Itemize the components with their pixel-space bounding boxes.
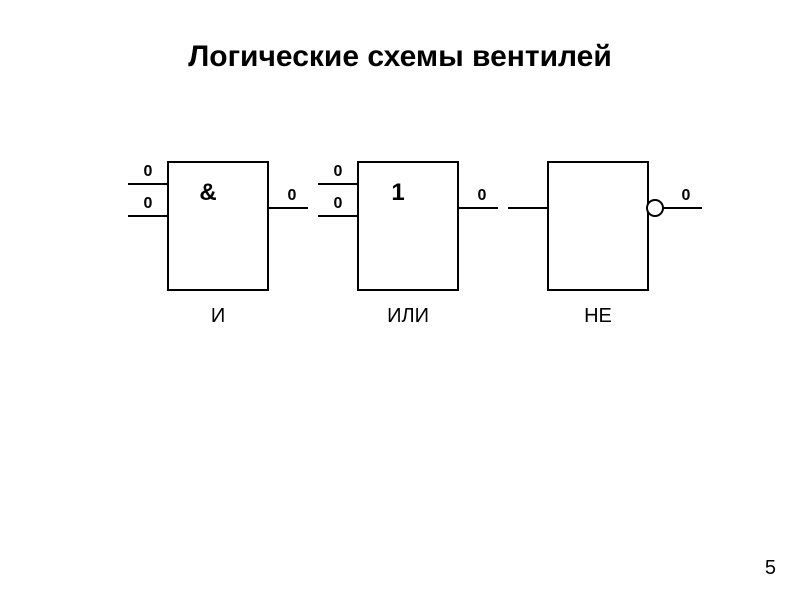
not-gate-box xyxy=(548,162,648,290)
or-input-0-value: 0 xyxy=(334,163,343,180)
or-gate-box xyxy=(358,162,458,290)
or-gate-symbol: 1 xyxy=(391,179,404,206)
or-input-1-value: 0 xyxy=(334,195,343,212)
not-gate-caption: НЕ xyxy=(584,305,612,327)
or-gate-caption: ИЛИ xyxy=(387,305,429,327)
and-gate-caption: И xyxy=(211,305,225,327)
and-gate-box xyxy=(168,162,268,290)
not-output-value: 0 xyxy=(682,187,691,204)
slide: Логические схемы вентилей &И0001ИЛИ000НЕ… xyxy=(0,0,800,600)
not-invert-circle xyxy=(647,200,663,216)
and-output-value: 0 xyxy=(288,187,297,204)
and-gate-symbol: & xyxy=(199,179,216,206)
page-number: 5 xyxy=(765,557,776,580)
and-input-0-value: 0 xyxy=(144,163,153,180)
or-output-value: 0 xyxy=(478,187,487,204)
logic-gates-diagram: & И 0 0 0 1 ИЛИ 0 0 0 НЕ 0 xyxy=(0,0,800,600)
and-input-1-value: 0 xyxy=(144,195,153,212)
